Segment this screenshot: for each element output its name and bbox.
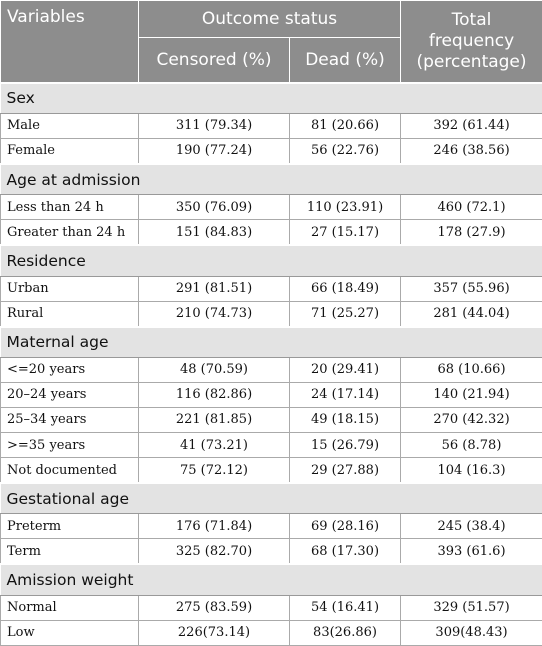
- header-total: Total frequency (percentage): [400, 0, 542, 83]
- value-cell: 281 (44.04): [400, 300, 542, 328]
- section-row: Amission weight: [0, 563, 542, 596]
- value-cell: 226(73.14): [138, 619, 290, 646]
- value-cell: 24 (17.14): [288, 381, 402, 408]
- data-row: Urban 291 (81.51) 66 (18.49) 357 (55.96): [0, 275, 542, 302]
- data-row: Normal 275 (83.59) 54 (16.41) 329 (51.57): [0, 594, 542, 621]
- label-cell: Low: [0, 619, 139, 646]
- value-cell: 49 (18.15): [288, 406, 402, 434]
- value-cell: 393 (61.6): [400, 538, 542, 565]
- section-row: Age at admission: [0, 162, 542, 196]
- label-cell: Preterm: [0, 513, 139, 540]
- value-cell: 69 (28.16): [288, 513, 402, 540]
- section-title: Gestational age: [0, 482, 542, 515]
- label-cell: Not documented: [0, 457, 139, 484]
- value-cell: 68 (10.66): [400, 356, 542, 383]
- label-cell: Rural: [0, 300, 139, 328]
- value-cell: 190 (77.24): [138, 137, 290, 165]
- data-row: Rural 210 (74.73) 71 (25.27) 281 (44.04): [0, 300, 542, 328]
- header-censored: Censored (%): [138, 37, 290, 83]
- value-cell: 311 (79.34): [138, 112, 290, 139]
- value-cell: 66 (18.49): [288, 275, 402, 302]
- section-title: Residence: [0, 244, 542, 277]
- data-row: 20–24 years 116 (82.86) 24 (17.14) 140 (21.…: [0, 381, 542, 408]
- value-cell: 75 (72.12): [138, 457, 290, 484]
- data-row: Less than 24 h 350 (76.09) 110 (23.91) 460 …: [0, 194, 542, 221]
- value-cell: 15 (26.79): [288, 431, 402, 459]
- data-row: Female 190 (77.24) 56 (22.76) 246 (38.56): [0, 137, 542, 165]
- value-cell: 48 (70.59): [138, 356, 290, 383]
- data-row: Greater than 24 h 151 (84.83) 27 (15.17) 17…: [0, 219, 542, 246]
- value-cell: 291 (81.51): [138, 275, 290, 302]
- value-cell: 329 (51.57): [400, 594, 542, 621]
- value-cell: 210 (74.73): [138, 300, 290, 328]
- section-row: Maternal age: [0, 325, 542, 358]
- data-row: Not documented 75 (72.12) 29 (27.88) 104 (1…: [0, 457, 542, 484]
- value-cell: 54 (16.41): [288, 594, 402, 621]
- data-row: Low 226(73.14) 83(26.86) 309(48.43): [0, 619, 542, 646]
- value-cell: 325 (82.70): [138, 538, 290, 565]
- data-row: Male 311 (79.34) 81 (20.66) 392 (61.44): [0, 112, 542, 139]
- value-cell: 41 (73.21): [138, 431, 290, 459]
- value-cell: 20 (29.41): [288, 356, 402, 383]
- data-row: <=20 years 48 (70.59) 20 (29.41) 68 (10.66): [0, 356, 542, 383]
- value-cell: 29 (27.88): [288, 457, 402, 484]
- table-body: Sex Male 311 (79.34) 81 (20.66) 392 (61.44) F…: [0, 81, 542, 646]
- section-row: Residence: [0, 244, 542, 277]
- label-cell: Urban: [0, 275, 139, 302]
- label-cell: >=35 years: [0, 431, 139, 459]
- header-variables: Variables: [0, 0, 139, 83]
- value-cell: 56 (8.78): [400, 431, 542, 459]
- label-cell: Greater than 24 h: [0, 219, 139, 246]
- value-cell: 104 (16.3): [400, 457, 542, 484]
- value-cell: 309(48.43): [400, 619, 542, 646]
- label-cell: Female: [0, 137, 139, 165]
- value-cell: 221 (81.85): [138, 406, 290, 434]
- value-cell: 392 (61.44): [400, 112, 542, 139]
- value-cell: 245 (38.4): [400, 513, 542, 540]
- value-cell: 68 (17.30): [288, 538, 402, 565]
- label-cell: Less than 24 h: [0, 194, 139, 221]
- section-title: Sex: [0, 81, 542, 114]
- value-cell: 460 (72.1): [400, 194, 542, 221]
- section-row: Sex: [0, 81, 542, 114]
- label-cell: Male: [0, 112, 139, 139]
- label-cell: 25–34 years: [0, 406, 139, 434]
- data-row: >=35 years 41 (73.21) 15 (26.79) 56 (8.78): [0, 431, 542, 459]
- value-cell: 350 (76.09): [138, 194, 290, 221]
- label-cell: 20–24 years: [0, 381, 139, 408]
- value-cell: 116 (82.86): [138, 381, 290, 408]
- value-cell: 71 (25.27): [288, 300, 402, 328]
- section-row: Gestational age: [0, 482, 542, 515]
- data-row: Term 325 (82.70) 68 (17.30) 393 (61.6): [0, 538, 542, 565]
- label-cell: <=20 years: [0, 356, 139, 383]
- label-cell: Term: [0, 538, 139, 565]
- value-cell: 270 (42.32): [400, 406, 542, 434]
- value-cell: 246 (38.56): [400, 137, 542, 165]
- value-cell: 178 (27.9): [400, 219, 542, 246]
- value-cell: 275 (83.59): [138, 594, 290, 621]
- value-cell: 81 (20.66): [288, 112, 402, 139]
- value-cell: 151 (84.83): [138, 219, 290, 246]
- value-cell: 176 (71.84): [138, 513, 290, 540]
- header-outcome: Outcome status: [137, 0, 402, 38]
- data-row: 25–34 years 221 (81.85) 49 (18.15) 270 (42.…: [0, 406, 542, 434]
- value-cell: 56 (22.76): [288, 137, 402, 165]
- section-title: Maternal age: [0, 325, 542, 358]
- value-cell: 83(26.86): [288, 619, 402, 646]
- data-row: Preterm 176 (71.84) 69 (28.16) 245 (38.4): [0, 513, 542, 540]
- section-title: Amission weight: [0, 563, 542, 596]
- label-cell: Normal: [0, 594, 139, 621]
- value-cell: 140 (21.94): [400, 381, 542, 408]
- section-title: Age at admission: [0, 162, 542, 196]
- header-dead: Dead (%): [288, 37, 402, 83]
- value-cell: 27 (15.17): [288, 219, 402, 246]
- value-cell: 110 (23.91): [288, 194, 402, 221]
- value-cell: 357 (55.96): [400, 275, 542, 302]
